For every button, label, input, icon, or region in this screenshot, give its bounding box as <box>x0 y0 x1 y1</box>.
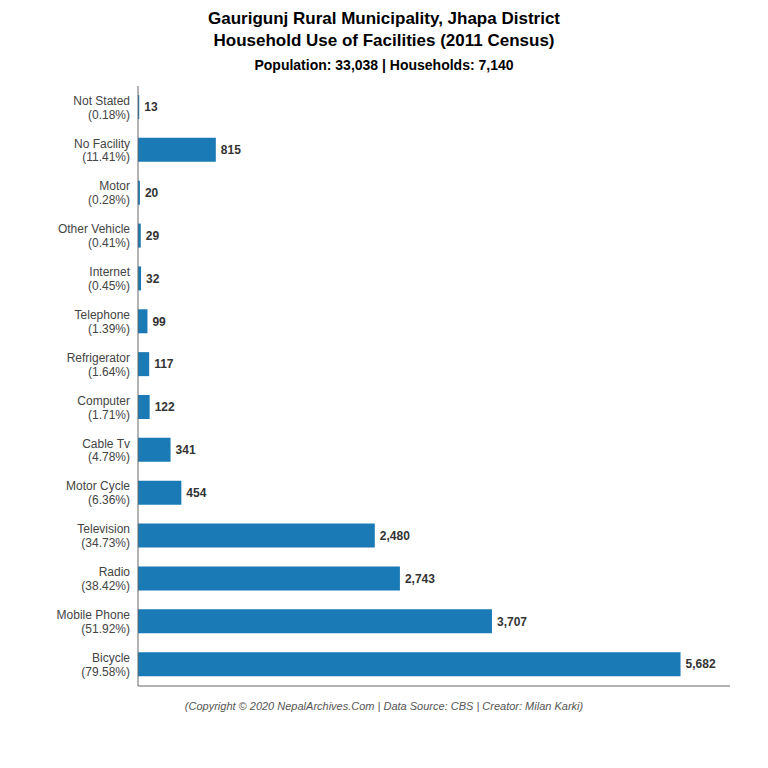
svg-text:No Facility(11.41%): No Facility(11.41%) <box>74 137 130 165</box>
svg-text:Bicycle(79.58%): Bicycle(79.58%) <box>81 651 130 679</box>
svg-text:Other Vehicle(0.41%): Other Vehicle(0.41%) <box>58 222 130 250</box>
svg-text:Internet(0.45%): Internet(0.45%) <box>88 265 131 293</box>
html-text:Gaurigunj Rural Municipality,: Gaurigunj Rural Municipality, Jhapa Dist… <box>208 9 560 28</box>
svg-text:815: 815 <box>221 143 241 157</box>
svg-text:Motor(0.28%): Motor(0.28%) <box>88 179 130 207</box>
svg-text:32: 32 <box>146 272 160 286</box>
svg-text:Telephone(1.39%): Telephone(1.39%) <box>75 308 131 336</box>
svg-text:Refrigerator(1.64%): Refrigerator(1.64%) <box>67 351 130 379</box>
html-text:(Copyright © 2020 NepalArchive: (Copyright © 2020 NepalArchives.Com | Da… <box>184 700 584 712</box>
svg-text:29: 29 <box>146 229 160 243</box>
svg-text:454: 454 <box>186 486 206 500</box>
svg-text:122: 122 <box>155 400 175 414</box>
svg-text:Motor Cycle(6.36%): Motor Cycle(6.36%) <box>66 479 130 507</box>
svg-text:Computer(1.71%): Computer(1.71%) <box>77 394 130 422</box>
svg-text:2,743: 2,743 <box>405 572 435 586</box>
svg-text:20: 20 <box>145 186 159 200</box>
svg-text:13: 13 <box>144 100 158 114</box>
svg-text:Cable Tv(4.78%): Cable Tv(4.78%) <box>82 437 130 465</box>
html-text:Population: 33,038 | Household: Population: 33,038 | Households: 7,140 <box>254 57 514 73</box>
svg-text:5,682: 5,682 <box>686 657 716 671</box>
svg-text:99: 99 <box>152 315 166 329</box>
svg-text:3,707: 3,707 <box>497 615 527 629</box>
svg-text:2,480: 2,480 <box>380 529 410 543</box>
svg-text:Mobile Phone(51.92%): Mobile Phone(51.92%) <box>57 608 131 636</box>
svg-text:Not Stated(0.18%): Not Stated(0.18%) <box>73 94 130 122</box>
svg-text:Television(34.73%): Television(34.73%) <box>77 522 130 550</box>
svg-text:Radio(38.42%): Radio(38.42%) <box>81 565 130 593</box>
html-text:Household Use of Facilities (2: Household Use of Facilities (2011 Census… <box>213 31 555 50</box>
svg-text:341: 341 <box>176 443 196 457</box>
svg-text:117: 117 <box>154 357 174 371</box>
